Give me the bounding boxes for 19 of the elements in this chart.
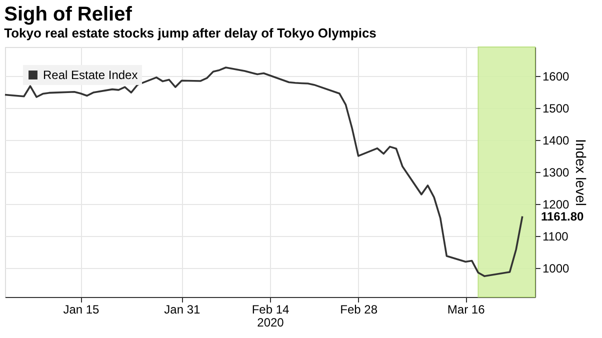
- x-tick-label: Jan 31: [164, 302, 201, 316]
- y-axis-title: Index level: [573, 139, 590, 206]
- line-series: [4, 66, 524, 278]
- x-tick-label: Jan 15: [63, 302, 100, 316]
- y-tick-label: 1500: [542, 101, 570, 116]
- chart-subtitle: Tokyo real estate stocks jump after delay of Tokyo Olympics: [4, 26, 376, 40]
- y-tick-label: 1400: [542, 133, 570, 148]
- x-axis-title: 2020: [257, 316, 284, 330]
- x-tick-label: Mar 16: [447, 302, 486, 316]
- y-tick-label: 1600: [542, 69, 570, 84]
- legend-label: Real Estate Index: [43, 68, 138, 82]
- x-tick-label: Feb 14: [252, 302, 290, 316]
- y-tick-label: 1000: [542, 262, 570, 276]
- y-tick-label: 1300: [542, 166, 570, 180]
- x-tick-label: Feb 28: [340, 302, 378, 316]
- y-tick-label: 1100: [542, 230, 569, 244]
- y-tick-label: 1200: [542, 198, 570, 212]
- chart-title: Sigh of Relief: [4, 4, 132, 26]
- data-label: 1161.80: [541, 209, 584, 224]
